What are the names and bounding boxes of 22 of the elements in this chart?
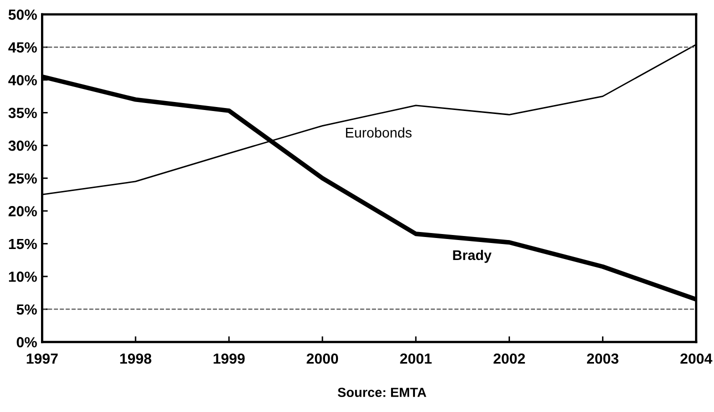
y-tick-label: 0% [16,337,37,348]
series-label: Eurobonds [346,127,412,138]
series-label: Brady [453,250,492,263]
y-tick-label: 45% [8,42,37,53]
y-tick-label: 35% [8,108,37,118]
x-tick-label: 2002 [494,353,525,364]
x-tick-label: 1999 [214,353,245,364]
x-tick-label: 2003 [587,353,618,364]
x-tick-label: 1998 [120,353,152,364]
x-tick-label: 2000 [306,353,338,364]
x-tick-label: 2001 [400,353,432,364]
source-note: Source: EMTA [338,388,426,398]
y-tick-label: 40% [8,75,37,86]
y-tick-label: 5% [16,304,37,315]
x-tick-label: 2004 [680,353,712,364]
y-tick-label: 50% [8,10,37,20]
y-tick-label: 10% [8,272,37,282]
y-tick-label: 15% [8,238,37,250]
y-tick-label: 25% [8,173,37,184]
y-tick-label: 30% [8,140,37,151]
x-tick-label: 1997 [26,353,58,364]
y-tick-label: 20% [8,206,37,216]
